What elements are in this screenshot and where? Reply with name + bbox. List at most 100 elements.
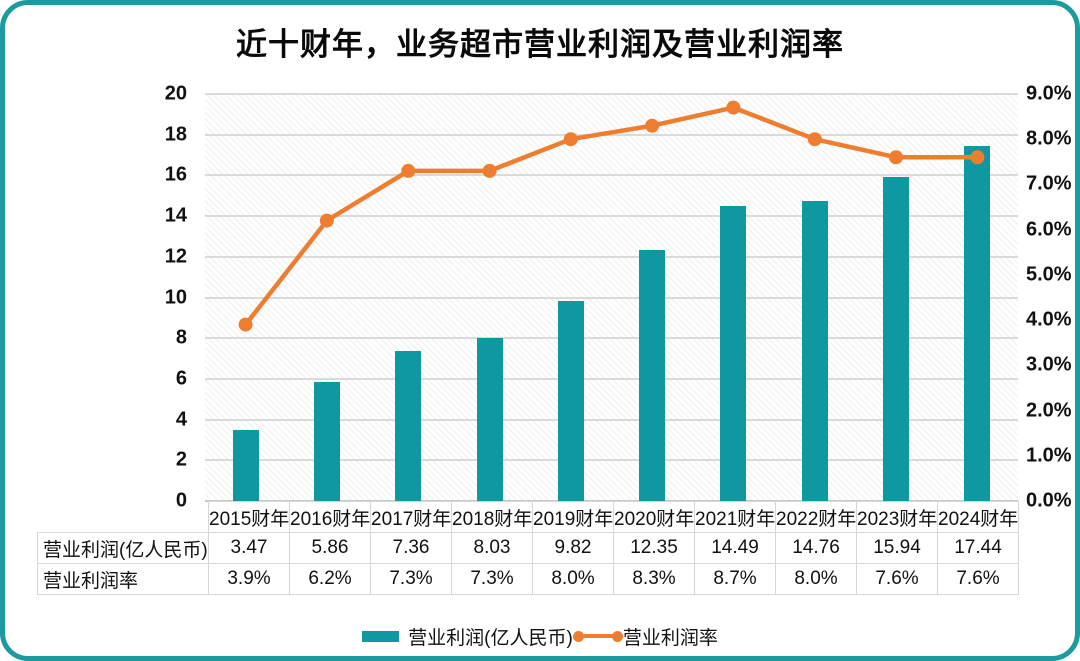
line-marker <box>319 213 334 228</box>
right-axis-tick: 7.0% <box>1026 172 1072 195</box>
table-col-header: 2024财年 <box>937 501 1019 533</box>
table-corner-cell <box>38 502 209 533</box>
line-marker <box>238 317 253 332</box>
legend-item: 营业利润(亿人民币) <box>362 623 573 650</box>
right-axis-tick: 4.0% <box>1026 308 1072 331</box>
profit-bar <box>883 176 910 501</box>
gridline <box>205 215 1018 218</box>
table-cell: 14.49 <box>694 532 776 564</box>
right-axis: 9.0% 8.0% 7.0% 6.0% 5.0% 4.0% 3.0% 2.0% 1.0% 0.0% <box>1026 83 1080 512</box>
line-marker <box>970 150 985 165</box>
table-cell: 7.6% <box>856 563 938 595</box>
gridline <box>205 174 1018 177</box>
gridline <box>205 418 1018 421</box>
left-axis-tick: 12 <box>164 245 187 268</box>
right-axis-tick: 2.0% <box>1026 399 1072 422</box>
gridline <box>205 377 1018 380</box>
profit-bar <box>395 351 422 501</box>
chart-title: 近十财年，业务超市营业利润及营业利润率 <box>236 27 844 62</box>
gridline <box>205 255 1018 258</box>
table-row-label: 营业利润(亿人民币) <box>37 532 209 564</box>
right-axis-tick: 3.0% <box>1026 353 1072 376</box>
margin-line <box>243 105 978 326</box>
table-row-label: 营业利润率 <box>37 563 209 595</box>
right-axis-tick: 8.0% <box>1026 127 1072 150</box>
line-marker <box>726 100 741 115</box>
left-axis-tick: 10 <box>164 286 187 308</box>
line-marker <box>401 163 416 178</box>
gridline <box>205 337 1018 340</box>
table-cell: 7.36 <box>370 532 452 564</box>
left-axis: 20 18 16 14 12 10 8 6 4 2 0 <box>5 83 195 512</box>
table-cell: 12.35 <box>613 532 695 564</box>
right-axis-tick: 1.0% <box>1026 444 1072 467</box>
table-cell: 8.03 <box>451 532 533 564</box>
table-col-header: 2022财年 <box>775 501 857 533</box>
profit-bar <box>313 381 340 501</box>
legend-item: 营业利润率 <box>572 623 718 650</box>
table-row: 营业利润率 3.9% 6.2% 7.3% 7.3% 8.0% 8.3% 8.7% 8.0% 7.6… <box>37 563 1019 595</box>
table-cell: 17.44 <box>937 532 1019 564</box>
right-axis-tick: 0.0% <box>1026 489 1072 512</box>
legend-label: 营业利润(亿人民币) <box>408 627 573 649</box>
profit-bar <box>476 337 503 501</box>
legend-bar-swatch-icon <box>362 630 400 642</box>
table-cell: 9.82 <box>532 532 614 564</box>
table-cell: 8.3% <box>613 563 695 595</box>
table-col-header: 2023财年 <box>856 501 938 533</box>
left-axis-tick: 14 <box>164 204 187 227</box>
line-marker <box>807 132 822 147</box>
table-col-header: 2016财年 <box>289 501 371 533</box>
right-axis-tick: 5.0% <box>1026 263 1072 286</box>
legend-line-segment <box>576 634 619 638</box>
profit-bar <box>557 301 584 501</box>
table-col-header: 2020财年 <box>613 501 695 533</box>
legend-label: 营业利润率 <box>622 627 718 649</box>
table-cell: 5.86 <box>289 532 371 564</box>
line-marker <box>482 163 497 178</box>
profit-bar <box>801 200 828 501</box>
table-cell: 15.94 <box>856 532 938 564</box>
legend-line-swatch-icon <box>572 630 623 642</box>
table-cell: 3.47 <box>208 532 290 564</box>
table-cell: 14.76 <box>775 532 857 564</box>
table-cell: 8.7% <box>694 563 776 595</box>
gridline <box>205 296 1018 299</box>
table-col-header: 2018财年 <box>451 501 533 533</box>
legend: 营业利润(亿人民币) 营业利润率 <box>5 621 1075 651</box>
table-row: 营业利润(亿人民币) 3.47 5.86 7.36 8.03 9.82 12.35 14.49… <box>37 532 1019 564</box>
line-marker <box>645 118 660 133</box>
left-axis-tick: 6 <box>175 367 187 390</box>
table-cell: 7.3% <box>451 563 533 595</box>
table-header-row: 2015财年 2016财年 2017财年 2018财年 2019财年 2020财年 2021… <box>38 501 1019 533</box>
plot-area <box>205 93 1018 502</box>
left-axis-tick: 4 <box>175 408 187 431</box>
gridline <box>205 459 1018 462</box>
left-axis-tick: 20 <box>164 82 187 105</box>
left-axis-tick: 8 <box>175 326 187 349</box>
line-series-svg <box>238 100 985 332</box>
line-marker <box>563 132 578 147</box>
profit-bar <box>964 146 991 501</box>
profit-bar <box>720 206 747 501</box>
right-axis-tick: 6.0% <box>1026 218 1072 241</box>
gridline <box>205 93 1018 95</box>
table-col-header: 2017财年 <box>370 501 452 533</box>
table-cell: 6.2% <box>289 563 371 595</box>
left-axis-tick: 2 <box>175 448 187 471</box>
right-axis-tick: 9.0% <box>1026 82 1072 105</box>
profit-bar <box>639 249 666 501</box>
table-col-header: 2021财年 <box>694 501 776 533</box>
line-marker <box>889 150 903 165</box>
profit-bar <box>232 430 259 501</box>
table-cell: 8.0% <box>775 563 857 595</box>
table-col-header: 2019财年 <box>532 501 614 533</box>
table-col-header: 2015财年 <box>208 501 290 533</box>
table-cell: 3.9% <box>208 563 290 595</box>
left-axis-tick: 0 <box>175 489 187 512</box>
left-axis-tick: 18 <box>164 123 187 146</box>
table-cell: 8.0% <box>532 563 614 595</box>
table-cell: 7.3% <box>370 563 452 595</box>
table-cell: 7.6% <box>937 563 1019 595</box>
